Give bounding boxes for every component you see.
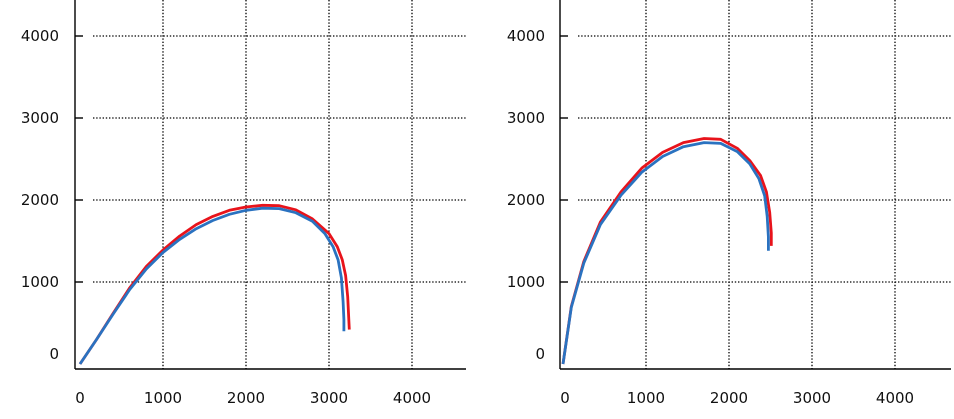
x-tick-label: 2000 xyxy=(710,389,748,407)
x-tick-label: 2000 xyxy=(227,389,265,407)
x-tick-label: 1000 xyxy=(144,389,182,407)
y-tick-label: 4000 xyxy=(507,27,545,45)
x-tick-label: 1000 xyxy=(627,389,665,407)
x-tick-label: 4000 xyxy=(393,389,431,407)
series-line-blue xyxy=(561,141,770,365)
x-tick-label: 3000 xyxy=(793,389,831,407)
x-tick-label: 0 xyxy=(75,389,85,407)
y-tick-label: 3000 xyxy=(507,109,545,127)
x-tick-label: 3000 xyxy=(310,389,348,407)
y-tick-label: 4000 xyxy=(21,27,59,45)
y-tick-label: 3000 xyxy=(21,109,59,127)
y-tick-label: 0 xyxy=(535,345,545,363)
chart-panel-left: 0 1000 2000 3000 4000 0 1000 2000 3000 4000 xyxy=(21,0,466,407)
y-tick-label: 2000 xyxy=(507,191,545,209)
y-tick-label: 0 xyxy=(49,345,59,363)
y-tick-label: 2000 xyxy=(21,191,59,209)
series-line-red xyxy=(78,203,351,365)
y-tick-label: 1000 xyxy=(507,273,545,291)
series-line-blue xyxy=(78,206,346,365)
x-tick-label: 0 xyxy=(560,389,570,407)
y-tick-label: 1000 xyxy=(21,273,59,291)
series-line-red xyxy=(561,137,773,365)
x-tick-label: 4000 xyxy=(876,389,914,407)
chart-panel-right: 0 1000 2000 3000 4000 0 1000 2000 3000 4000 xyxy=(507,0,951,407)
